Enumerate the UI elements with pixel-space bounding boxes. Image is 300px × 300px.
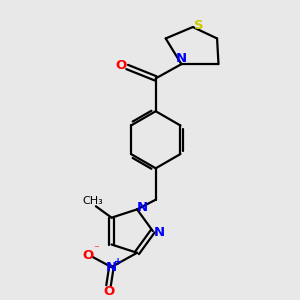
Text: O: O bbox=[82, 249, 93, 262]
Text: O: O bbox=[115, 59, 127, 72]
Text: S: S bbox=[194, 19, 204, 32]
Text: O: O bbox=[103, 285, 114, 298]
Text: ⁻: ⁻ bbox=[93, 244, 99, 254]
Text: +: + bbox=[114, 257, 122, 267]
Text: N: N bbox=[137, 201, 148, 214]
Text: N: N bbox=[176, 52, 187, 65]
Text: CH₃: CH₃ bbox=[82, 196, 103, 206]
Text: N: N bbox=[106, 261, 117, 274]
Text: N: N bbox=[154, 226, 165, 239]
